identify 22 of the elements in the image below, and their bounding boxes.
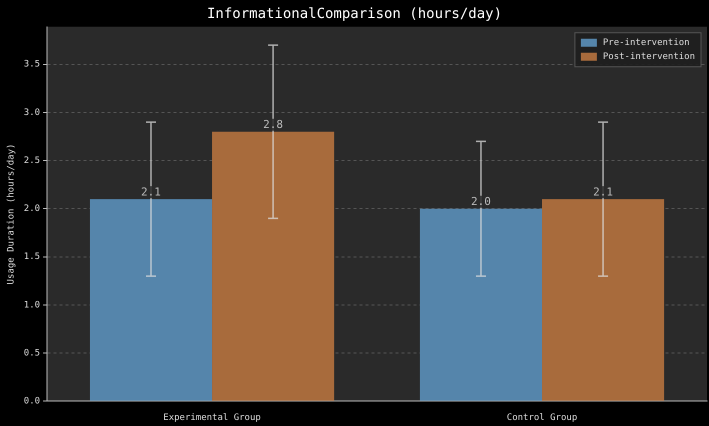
y-tick-label: 0.0 [24, 396, 40, 407]
y-tick-label: 0.5 [24, 348, 40, 358]
chart-title: InformationalComparison (hours/day) [206, 6, 502, 22]
y-tick-label: 3.0 [24, 108, 40, 118]
bar [420, 208, 542, 401]
data-label: 2.1 [593, 185, 613, 198]
data-label: 2.0 [471, 195, 491, 208]
y-tick-label: 1.0 [24, 300, 40, 310]
y-tick-label: 1.5 [24, 252, 40, 262]
bar [90, 199, 212, 401]
legend-label: Pre-intervention [602, 38, 690, 48]
bar [542, 199, 664, 401]
y-tick-label: 2.0 [24, 204, 40, 214]
legend-label: Post-intervention [602, 52, 696, 62]
y-tick-label: 2.5 [24, 156, 40, 166]
y-tick-label: 3.5 [24, 60, 40, 70]
bar [212, 132, 334, 401]
x-tick-label: Experimental Group [163, 412, 261, 423]
x-tick-label: Control Group [506, 412, 578, 423]
data-label: 2.1 [141, 185, 161, 198]
y-axis-title: Usage Duration (hours/day) [6, 144, 17, 284]
data-label: 2.8 [263, 118, 284, 132]
